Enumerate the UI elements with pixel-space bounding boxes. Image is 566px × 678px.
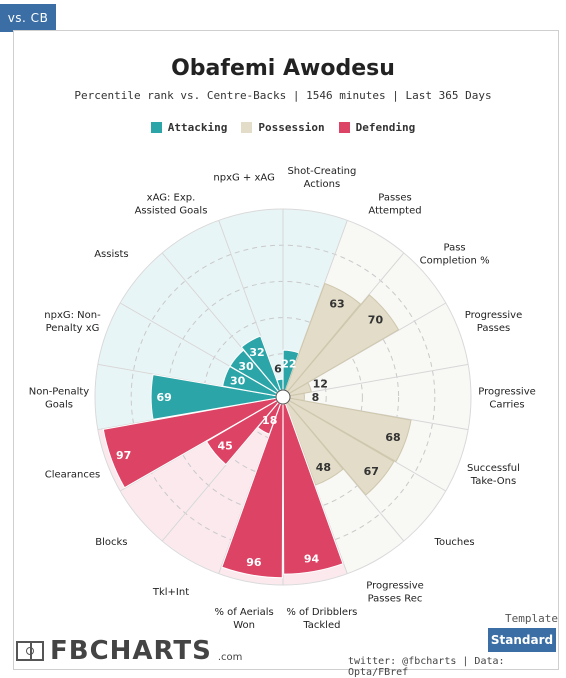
category-label-line: % of Aerials <box>214 607 273 618</box>
value-label: 30 <box>230 374 246 387</box>
value-label: 30 <box>238 360 254 373</box>
pitch-icon <box>16 641 44 661</box>
category-label: Touches <box>434 537 475 548</box>
category-label-line: Goals <box>45 400 73 411</box>
legend-swatch-possession <box>241 122 253 133</box>
value-label: 97 <box>116 449 131 462</box>
brand-name: FBCHARTS <box>50 636 212 666</box>
legend-swatch-attacking <box>150 122 162 133</box>
value-label: 8 <box>312 391 320 404</box>
category-label-line: Take-Ons <box>470 476 516 487</box>
category-label-line: Assisted Goals <box>135 206 208 217</box>
value-label: 63 <box>329 297 344 310</box>
category-label-line: % of Dribblers <box>286 607 357 618</box>
legend-item-defending: Defending <box>338 121 416 134</box>
category-label: Pass Completion % <box>420 243 490 267</box>
chart-subtitle: Percentile rank vs. Centre-Backs | 1546 … <box>74 89 492 102</box>
category-label-line: Carries <box>489 400 524 411</box>
value-label: 68 <box>385 431 400 444</box>
category-label: Tkl+Int <box>152 587 189 598</box>
category-label-line: Shot-Creating <box>287 166 356 177</box>
fbcharts-logo: FBCHARTS .com <box>16 636 242 666</box>
category-label-line: Won <box>233 620 255 631</box>
category-label: % of Aerials Won <box>214 607 273 631</box>
legend-item-attacking: Attacking <box>150 121 228 134</box>
category-label-line: Passes <box>378 193 412 204</box>
category-label-line: xAG: Exp. <box>147 193 196 204</box>
value-label: 96 <box>246 556 262 569</box>
outer-ring <box>94 208 472 586</box>
category-label-line: Passes Rec <box>368 593 423 604</box>
category-label: npxG: Non- Penalty xG <box>44 310 101 334</box>
category-label-line: Attempted <box>368 206 421 217</box>
category-label: Progressive Carries <box>478 387 536 411</box>
category-label-line: Progressive <box>478 387 536 398</box>
category-label: Shot-Creating Actions <box>287 166 356 190</box>
category-label-line: npxG: Non- <box>44 310 101 321</box>
standard-template-button[interactable]: Standard <box>488 628 556 652</box>
value-label: 22 <box>281 358 296 371</box>
center-dot <box>275 389 291 405</box>
category-label: Clearances <box>45 470 100 481</box>
category-label: Assists <box>94 249 128 260</box>
value-label: 18 <box>262 414 277 427</box>
chart-title: Obafemi Awodesu <box>171 56 395 81</box>
category-label-line: Pass <box>444 243 466 254</box>
value-label: 70 <box>368 313 384 326</box>
value-label: 94 <box>304 553 320 566</box>
value-label: 12 <box>313 377 328 390</box>
category-label-line: Clearances <box>45 470 100 481</box>
category-label: Blocks <box>95 537 127 548</box>
value-label: 45 <box>218 439 233 452</box>
category-label: Progressive Passes Rec <box>366 580 424 604</box>
value-label: 48 <box>316 461 331 474</box>
grid-spoke <box>282 363 469 398</box>
category-label-line: Completion % <box>420 256 490 267</box>
category-label: % of Dribblers Tackled <box>286 607 357 631</box>
category-label-line: Progressive <box>465 310 523 321</box>
value-label: 67 <box>364 465 379 478</box>
value-label: 69 <box>156 391 171 404</box>
category-label-line: Successful <box>467 463 520 474</box>
brand-domain: .com <box>217 651 243 663</box>
category-label-line: Progressive <box>366 580 424 591</box>
category-label-line: Actions <box>304 179 341 190</box>
category-label: Non-Penalty Goals <box>29 387 90 411</box>
template-label: Template <box>505 612 558 625</box>
value-label: 6 <box>274 363 282 376</box>
value-label: 32 <box>249 346 264 359</box>
category-label-line: npxG + xAG <box>213 172 274 183</box>
category-label: npxG + xAG <box>213 172 274 183</box>
category-label-line: Tkl+Int <box>152 587 189 598</box>
category-label: Passes Attempted <box>368 193 421 217</box>
category-label-line: Tackled <box>302 620 340 631</box>
legend-label-attacking: Attacking <box>167 121 228 134</box>
legend-label-possession: Possession <box>258 121 325 134</box>
category-label: xAG: Exp. Assisted Goals <box>135 193 208 217</box>
category-label-line: Penalty xG <box>46 323 100 334</box>
category-label: Progressive Passes <box>465 310 523 334</box>
category-label-line: Passes <box>477 323 511 334</box>
category-label-line: Non-Penalty <box>29 387 90 398</box>
legend-label-defending: Defending <box>355 121 416 134</box>
legend-swatch-defending <box>338 122 350 133</box>
category-label-line: Blocks <box>95 537 127 548</box>
data-credit: twitter: @fbcharts | Data: Opta/FBref <box>348 656 505 678</box>
vs-cb-tab[interactable]: vs. CB <box>0 4 56 32</box>
category-label-line: Assists <box>94 249 128 260</box>
legend: Attacking Possession Defending <box>0 121 566 134</box>
category-label: Successful Take-Ons <box>467 463 520 487</box>
legend-item-possession: Possession <box>241 121 325 134</box>
category-label-line: Touches <box>434 537 475 548</box>
